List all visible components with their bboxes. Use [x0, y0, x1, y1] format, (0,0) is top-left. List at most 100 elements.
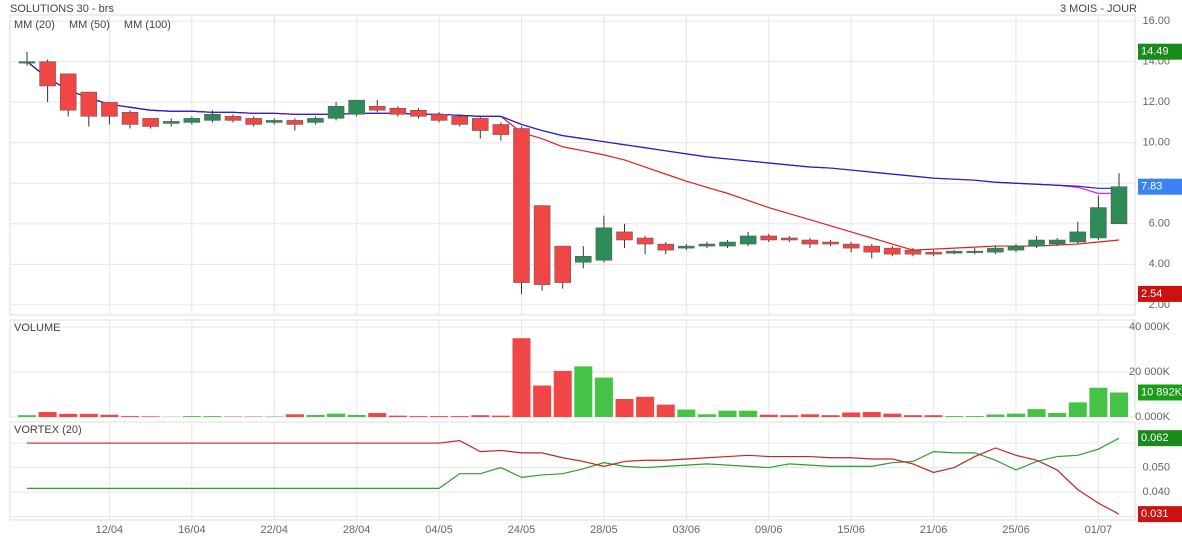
volume-bar — [965, 416, 984, 417]
candle-body — [966, 250, 984, 253]
volume-bar — [574, 366, 593, 417]
volume-bar — [1027, 409, 1046, 417]
volume-bar — [821, 415, 840, 417]
panel — [9, 319, 1136, 418]
x-tick-label: 03/06 — [673, 524, 701, 536]
candle-body — [781, 237, 798, 241]
volume-bar — [471, 415, 490, 417]
candle-body — [863, 245, 881, 253]
volume-bar — [121, 416, 140, 417]
candle-body — [39, 61, 56, 87]
volume-bar — [430, 416, 449, 417]
candle-body — [575, 255, 592, 263]
badge-label: 0.031 — [1141, 508, 1169, 520]
volume-bar — [862, 412, 881, 417]
volume-bar — [924, 415, 943, 417]
x-tick-label: 25/06 — [1002, 524, 1030, 536]
x-tick-label: 21/06 — [920, 524, 948, 536]
candle-body — [1090, 207, 1107, 239]
x-tick-label: 22/04 — [260, 524, 288, 536]
volume-bar — [636, 396, 655, 417]
candle-body — [327, 105, 345, 119]
y-tick-label: 0.040 — [1142, 486, 1170, 498]
badge-label: 2.54 — [1141, 288, 1162, 300]
volume-bar — [615, 398, 634, 417]
volume-bar — [842, 412, 861, 417]
volume-bar — [883, 413, 902, 417]
y-tick-label: 20 000K — [1129, 366, 1171, 378]
moving-average — [26, 61, 1119, 189]
volume-bar — [718, 410, 737, 417]
candle-body — [101, 101, 118, 117]
volume-bar — [306, 414, 325, 417]
legend-entry: MM (20) — [14, 19, 55, 31]
candle-body — [59, 73, 77, 111]
volume-bar — [59, 413, 78, 417]
candle-body — [369, 105, 386, 111]
volume-bar — [141, 416, 160, 417]
y-tick-label: 0.050 — [1142, 461, 1170, 473]
candle-body — [719, 241, 736, 247]
volume-bar — [739, 410, 758, 417]
candle-body — [451, 116, 468, 125]
volume-bar — [986, 414, 1005, 417]
y-tick-label: 0.000K — [1135, 411, 1171, 423]
candle-body — [245, 118, 262, 125]
legend-entry: MM (50) — [69, 19, 110, 31]
candle-body — [142, 118, 159, 127]
candle-body — [842, 243, 860, 249]
candle-body — [430, 114, 448, 121]
candle-body — [884, 247, 901, 255]
value-badge — [1138, 285, 1182, 302]
period-label: 3 MOIS - JOUR — [1060, 3, 1137, 15]
volume-bar — [594, 377, 613, 417]
volume-bar — [79, 413, 98, 417]
candle-body — [204, 114, 221, 121]
candle-body — [987, 247, 1004, 253]
legend-entry: MM (100) — [124, 19, 171, 31]
value-badge — [1138, 178, 1182, 195]
candle-body — [348, 99, 365, 115]
candle-body — [739, 235, 757, 245]
candle-body — [121, 112, 139, 125]
candle-body — [678, 245, 695, 249]
volume-bar — [1068, 402, 1087, 417]
candle-body — [307, 118, 324, 123]
x-tick-label: 09/06 — [755, 524, 783, 536]
candle-body — [925, 251, 942, 255]
badge-label: 7.83 — [1141, 181, 1162, 193]
candle-body — [265, 120, 283, 123]
x-tick-label: 24/05 — [508, 524, 536, 536]
candle-body — [945, 250, 963, 254]
candle-body — [410, 110, 427, 117]
volume-bar — [38, 412, 57, 417]
candle-body — [1028, 239, 1045, 247]
candle-body — [904, 249, 922, 255]
candle-body — [224, 116, 242, 121]
candle-body — [533, 205, 551, 285]
volume-bar — [388, 415, 407, 417]
volume-bar — [553, 370, 572, 417]
candle-body — [822, 241, 839, 245]
volume-bar — [182, 416, 201, 417]
x-tick-label: 28/04 — [343, 524, 371, 536]
value-badge — [1138, 430, 1182, 447]
x-tick-label: 28/05 — [590, 524, 618, 536]
candle-body — [1069, 231, 1087, 243]
x-tick-label: 12/04 — [96, 524, 124, 536]
badge-label: 14.49 — [1141, 46, 1169, 58]
volume-bar — [656, 404, 675, 417]
candle-body — [1007, 245, 1025, 251]
y-tick-label: 4.00 — [1149, 258, 1170, 270]
vortex-line — [27, 440, 1120, 515]
candle-body — [1048, 239, 1066, 245]
y-tick-label: 12.00 — [1142, 96, 1170, 108]
volume-bar — [533, 385, 552, 417]
volume-bar — [368, 412, 387, 417]
panel — [9, 14, 1136, 316]
candle-body — [472, 118, 489, 131]
x-tick-label: 15/06 — [837, 524, 865, 536]
candle-body — [554, 245, 571, 283]
volume-bar — [945, 416, 964, 417]
